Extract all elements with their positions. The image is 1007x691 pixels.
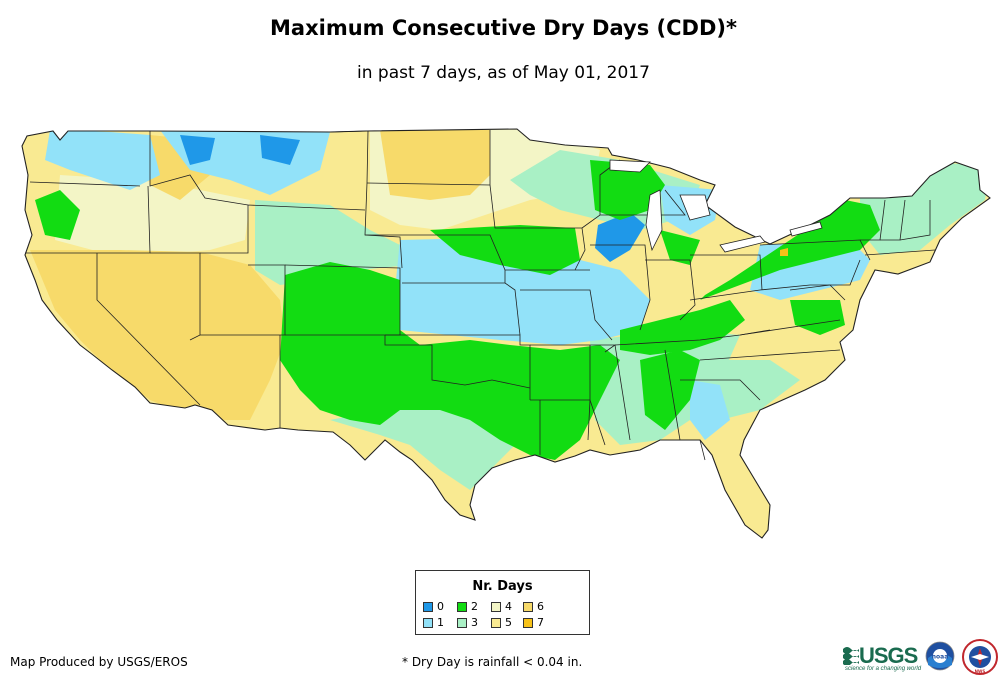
legend-label: 1 — [437, 616, 444, 629]
legend: Nr. Days 0 1 2 3 4 5 6 7 — [415, 570, 590, 635]
noaa-logo-text: noaa — [932, 654, 949, 661]
lake-ontario — [789, 221, 823, 237]
region-7-days — [780, 248, 788, 256]
region-3-days — [860, 160, 990, 255]
legend-title: Nr. Days — [472, 579, 533, 594]
legend-label: 5 — [505, 616, 512, 629]
region-6-days — [380, 130, 490, 200]
map-title: Maximum Consecutive Dry Days (CDD)* — [270, 16, 737, 40]
usgs-logo: USGS science for a changing world — [843, 643, 922, 672]
legend-item-2: 2 — [457, 601, 478, 613]
region-2-days — [660, 230, 700, 265]
nws-logo-icon: NWS — [962, 639, 998, 675]
usgs-wordmark: USGS — [859, 643, 918, 668]
lake-erie — [719, 235, 766, 253]
state-boundaries — [21, 128, 991, 539]
legend-swatch — [423, 618, 433, 628]
map-subtitle: in past 7 days, as of May 01, 2017 — [357, 63, 650, 83]
region-0-days — [260, 135, 300, 165]
legend-swatch — [423, 602, 433, 612]
region-3-days — [255, 200, 410, 285]
lake-huron — [679, 194, 711, 221]
legend-swatch — [491, 602, 501, 612]
region-0-days — [180, 135, 215, 165]
legend-swatch — [523, 602, 533, 612]
legend-label: 3 — [471, 616, 478, 629]
region-2-days — [700, 200, 880, 300]
region-1-day — [395, 238, 650, 345]
region-2-days — [280, 262, 620, 460]
nws-logo-text: NWS — [975, 669, 986, 674]
region-1-day — [45, 130, 160, 190]
legend-swatch — [523, 618, 533, 628]
noaa-logo-icon: noaa — [925, 641, 955, 671]
legend-label: 7 — [537, 616, 544, 629]
legend-label: 2 — [471, 600, 478, 613]
region-2-days — [790, 300, 845, 335]
region-2-days — [620, 300, 745, 355]
legend-item-6: 6 — [523, 601, 544, 613]
legend-label: 4 — [505, 600, 512, 613]
legend-item-3: 3 — [457, 617, 478, 629]
legend-label: 6 — [537, 600, 544, 613]
region-4-days — [55, 175, 250, 255]
legend-item-4: 4 — [491, 601, 512, 613]
region-6-days — [30, 250, 285, 420]
legend-swatch — [457, 618, 467, 628]
region-2-days — [640, 350, 700, 430]
map-credit: Map Produced by USGS/EROS — [10, 655, 188, 669]
legend-label: 0 — [437, 600, 444, 613]
lake-superior — [609, 159, 651, 173]
region-0-days — [595, 212, 645, 262]
dry-day-footnote: * Dry Day is rainfall < 0.04 in. — [402, 655, 583, 669]
legend-swatch — [491, 618, 501, 628]
legend-swatch — [457, 602, 467, 612]
usgs-waves-icon — [843, 647, 859, 665]
region-1-day — [690, 380, 730, 440]
legend-item-0: 0 — [423, 601, 444, 613]
legend-item-1: 1 — [423, 617, 444, 629]
great-lakes — [609, 159, 823, 253]
usgs-tagline: science for a changing world — [845, 666, 922, 672]
lake-michigan — [645, 189, 663, 252]
legend-item-5: 5 — [491, 617, 512, 629]
region-2-days — [430, 225, 580, 275]
legend-item-7: 7 — [523, 617, 544, 629]
region-2-days — [590, 160, 665, 220]
region-2-days — [35, 190, 80, 240]
